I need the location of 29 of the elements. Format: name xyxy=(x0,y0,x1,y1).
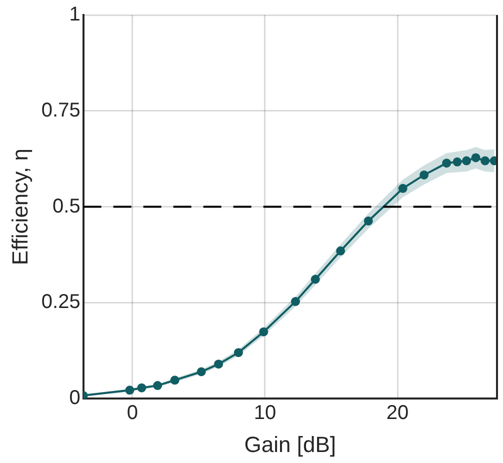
y-tick-label: 0.75 xyxy=(41,99,80,122)
point xyxy=(125,386,134,395)
point xyxy=(310,274,320,284)
point xyxy=(259,327,268,336)
point xyxy=(196,367,206,376)
y-tick-label: 0 xyxy=(69,387,80,410)
point xyxy=(153,381,162,390)
point xyxy=(442,158,452,168)
point xyxy=(364,216,373,226)
point xyxy=(462,156,472,166)
x-tick-label: 10 xyxy=(254,402,276,424)
y-tick-label: 1 xyxy=(69,4,80,26)
point xyxy=(137,383,146,392)
y-tick-label: 0.5 xyxy=(52,195,80,218)
y-axis-title: Efficiency, η xyxy=(7,148,32,266)
point xyxy=(452,157,462,166)
point xyxy=(398,184,408,193)
point xyxy=(480,156,490,166)
point xyxy=(234,348,243,358)
point xyxy=(290,297,300,306)
x-axis-title: Gain [dB] xyxy=(244,432,336,457)
x-tick-label: 20 xyxy=(386,402,409,424)
point xyxy=(420,170,429,180)
point xyxy=(214,360,224,369)
point xyxy=(336,246,346,256)
x-tick-label: 0 xyxy=(126,402,138,424)
point xyxy=(170,376,180,385)
y-tick-label: 0.25 xyxy=(41,291,80,314)
point xyxy=(471,153,480,162)
